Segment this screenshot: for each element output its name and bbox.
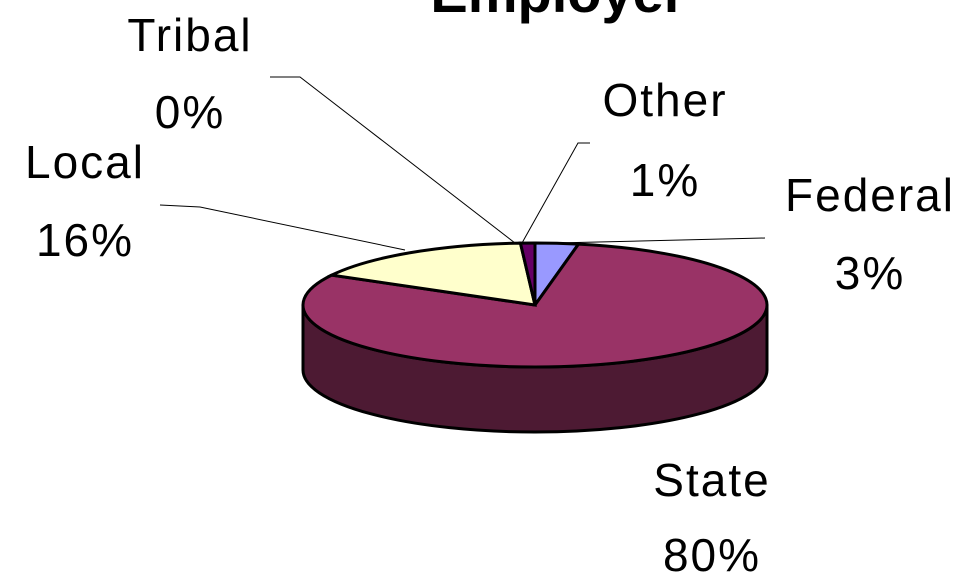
value-label: 16% xyxy=(36,214,134,266)
leader-line xyxy=(270,76,516,244)
slice xyxy=(518,241,537,306)
category-label: Other xyxy=(602,74,727,126)
chart-title: Employer xyxy=(430,0,685,24)
category-label: Local xyxy=(25,136,145,188)
category-label: State xyxy=(653,454,770,506)
pie-top xyxy=(301,241,769,369)
value-label: 1% xyxy=(630,154,700,206)
value-label: 0% xyxy=(155,86,225,138)
leader-line xyxy=(159,204,406,251)
value-label: 80% xyxy=(663,529,761,575)
value-label: 3% xyxy=(835,247,905,299)
labels: Federal 3% State 80% Local 16% Tribal 0% Other 1% xyxy=(25,9,955,575)
leader-line xyxy=(554,237,766,244)
slice xyxy=(326,241,537,307)
category-label: Tribal xyxy=(127,9,252,61)
leader-line xyxy=(521,142,590,244)
category-label: Federal xyxy=(785,169,955,221)
